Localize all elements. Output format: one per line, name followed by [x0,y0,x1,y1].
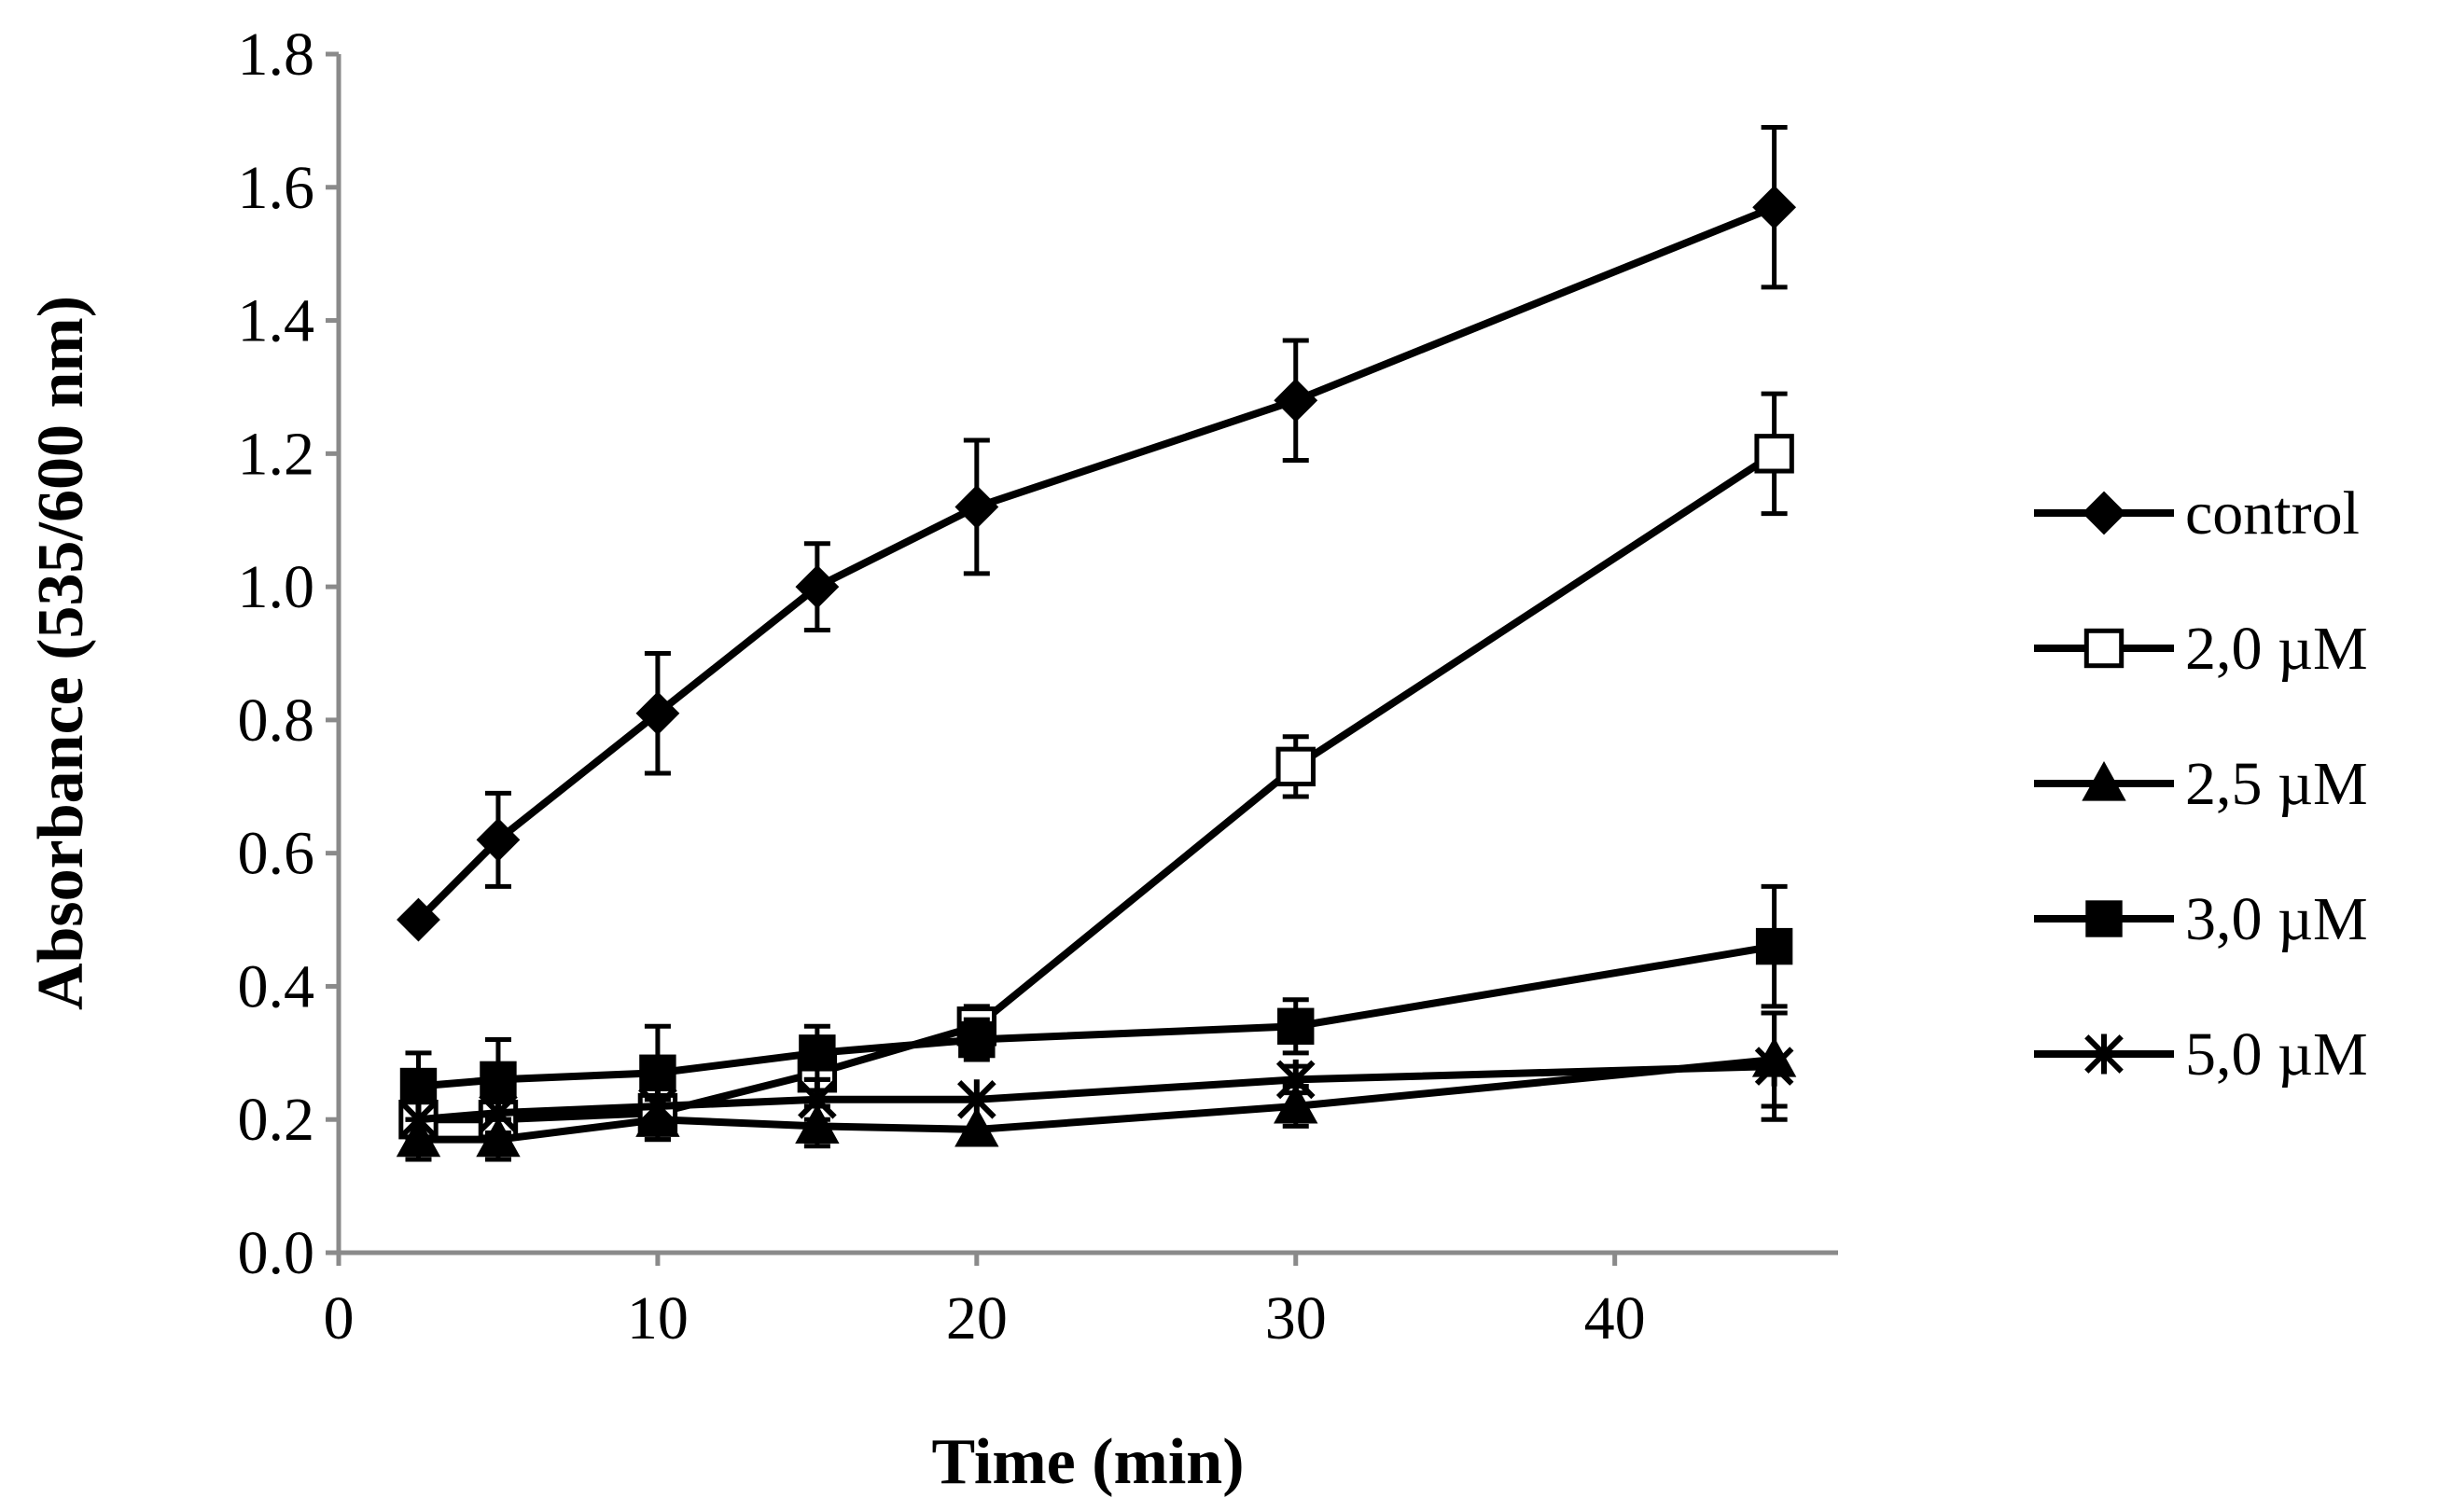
data-point [1275,1059,1316,1100]
data-point [795,1103,840,1144]
data-point [1274,1083,1318,1124]
y-tick-label: 0.8 [238,687,315,755]
y-tick-label: 0.0 [238,1219,315,1287]
data-point [635,691,680,736]
y-tick-label: 1.4 [238,287,315,355]
y-tick-label: 0.6 [238,820,315,888]
legend-marker [2082,491,2126,535]
x-ticks: 0 10 20 30 40 [324,1253,1646,1352]
x-axis-title: Time (min) [931,1426,1244,1498]
data-point [1752,185,1797,229]
x-tick-label: 0 [324,1284,355,1352]
y-axis-title: Absorbance (535/600 nm) [25,296,97,1010]
data-point [1754,1046,1794,1087]
data-point [957,1079,996,1120]
data-point [1274,378,1318,423]
axes [336,54,1838,1255]
data-point [1275,746,1316,787]
legend-label: 5,0 µM [2185,1020,2368,1089]
legend-label: 2,5 µM [2185,750,2368,818]
x-tick-label: 40 [1584,1284,1646,1352]
legend-label: 3,0 µM [2185,885,2368,953]
legend: control 2,0 µM 2,5 µM 3,0 µM 5,0 µM [2034,479,2368,1089]
y-tick-label: 0.4 [238,952,315,1020]
legend-marker [2084,1033,2124,1075]
legend-label: 2,0 µM [2185,615,2368,683]
series-line [418,942,1776,1090]
x-tick-label: 10 [627,1284,689,1352]
data-point [798,1079,837,1120]
y-tick-label: 0.2 [238,1086,315,1154]
x-tick-label: 30 [1265,1284,1327,1352]
legend-marker [2083,628,2125,669]
y-tick-label: 1.0 [238,553,315,621]
data-point [476,1117,521,1158]
data-point [1754,434,1794,474]
legend-entry: 2,5 µM [2034,750,2368,818]
legend-entry: control [2034,479,2360,548]
y-tick-label: 1.6 [238,154,315,222]
legend-entry: 3,0 µM [2034,885,2368,953]
legend-entry: 5,0 µM [2034,1020,2368,1089]
data-point [958,1020,996,1059]
series-line [415,203,1776,922]
data-point [397,897,440,942]
data-point [799,1034,836,1072]
data-point [1755,927,1793,965]
y-tick-label: 1.8 [238,21,315,89]
y-ticks: 0.0 0.2 0.4 0.6 0.8 1.0 1.2 1.4 1.6 1.8 [238,21,339,1287]
data-point [1277,1007,1315,1045]
legend-marker [2085,900,2123,937]
series-line [418,450,1776,1124]
data-point [795,564,840,609]
data-point [479,1092,518,1133]
legend-label: control [2185,479,2360,548]
data-point [398,1099,439,1140]
legend-marker [2082,760,2126,801]
x-tick-label: 20 [946,1284,1008,1352]
data-point [954,1106,999,1147]
series-layer [396,125,1797,1162]
data-point [954,485,999,529]
data-point [476,817,521,862]
series-3 [399,883,1793,1122]
legend-entry: 2,0 µM [2034,615,2368,683]
data-point [638,1086,677,1127]
y-tick-label: 1.2 [238,420,315,488]
series-0 [397,125,1797,942]
series-4 [398,1010,1794,1149]
series-1 [398,391,1794,1143]
